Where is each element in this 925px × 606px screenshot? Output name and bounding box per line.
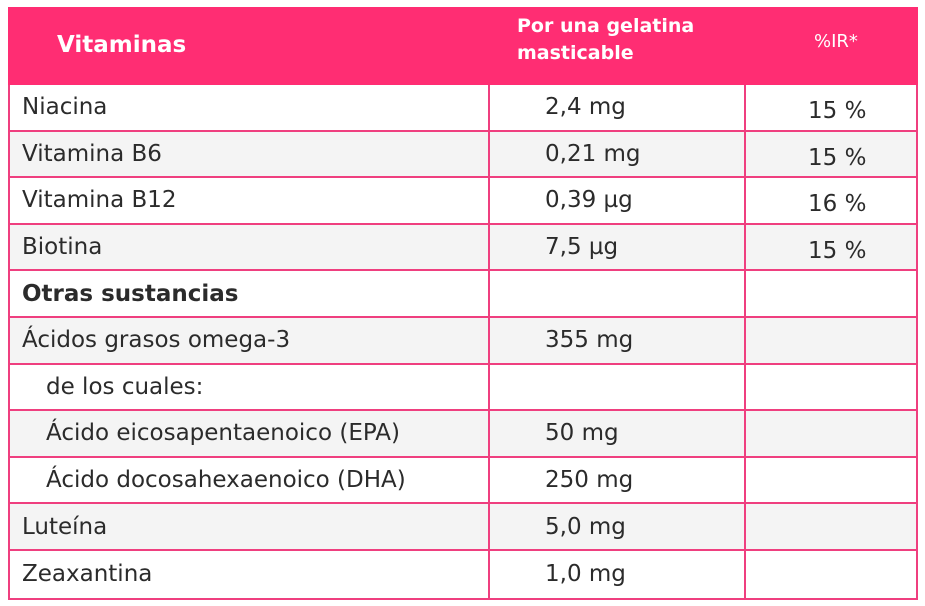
nutrient-name: Ácidos grasos omega-3 <box>22 327 291 354</box>
nutrient-ir <box>744 504 916 549</box>
nutrient-name: Niacina <box>22 94 108 121</box>
nutrient-amount: 7,5 µg <box>488 224 744 270</box>
table-row: Zeaxantina 1,0 mg <box>10 550 916 598</box>
table-row: Otras sustancias <box>10 271 916 318</box>
table-row: Ácido docosahexaenoico (DHA) 250 mg <box>10 457 916 505</box>
table-row: Biotina 7,5 µg 15 % <box>10 224 916 272</box>
nutrient-ir: 15 % <box>744 224 916 270</box>
table-row: Luteína 5,0 mg <box>10 504 916 551</box>
nutrient-ir: 16 % <box>744 178 916 223</box>
nutrient-name: Luteína <box>22 513 108 540</box>
nutrient-ir <box>744 317 916 363</box>
header-vitaminas: Vitaminas <box>57 32 187 58</box>
table-row: Vitamina B12 0,39 µg 16 % <box>10 178 916 225</box>
nutrient-name: de los cuales: <box>46 373 204 400</box>
nutrient-ir <box>744 411 916 456</box>
table-row: Ácido eicosapentaenoico (EPA) 50 mg <box>10 411 916 458</box>
nutrient-name: Ácido eicosapentaenoico (EPA) <box>46 420 400 447</box>
table-row: Ácidos grasos omega-3 355 mg <box>10 317 916 365</box>
nutrition-table: Vitaminas Por una gelatina masticable %IR… <box>8 7 918 600</box>
nutrient-ir: 15 % <box>744 85 916 130</box>
section-heading: Otras sustancias <box>22 280 239 307</box>
nutrient-ir <box>744 271 916 316</box>
nutrient-ir <box>744 364 916 410</box>
header-per-gummy: Por una gelatina masticable <box>517 15 695 64</box>
nutrient-amount: 0,39 µg <box>488 178 744 223</box>
nutrient-amount: 5,0 mg <box>488 504 744 549</box>
nutrient-amount: 250 mg <box>488 457 744 503</box>
nutrient-amount <box>488 364 744 410</box>
nutrient-amount: 50 mg <box>488 411 744 456</box>
nutrient-ir <box>744 550 916 598</box>
nutrient-amount: 355 mg <box>488 317 744 363</box>
nutrient-amount: 2,4 mg <box>488 85 744 130</box>
table-row: Niacina 2,4 mg 15 % <box>10 85 916 132</box>
nutrient-amount: 1,0 mg <box>488 550 744 598</box>
nutrient-amount: 0,21 mg <box>488 131 744 177</box>
header-ir: %IR* <box>814 31 858 52</box>
nutrient-name: Ácido docosahexaenoico (DHA) <box>46 467 406 494</box>
nutrient-amount <box>488 271 744 316</box>
table-body: Niacina 2,4 mg 15 % Vitamina B6 0,21 mg … <box>10 85 916 598</box>
nutrient-name: Biotina <box>22 234 103 261</box>
nutrient-name: Vitamina B12 <box>22 187 177 214</box>
nutrient-ir <box>744 457 916 503</box>
nutrient-name: Vitamina B6 <box>22 140 162 167</box>
table-row: de los cuales: <box>10 364 916 412</box>
table-row: Vitamina B6 0,21 mg 15 % <box>10 131 916 179</box>
table-header: Vitaminas Por una gelatina masticable %IR… <box>8 7 918 85</box>
nutrient-ir: 15 % <box>744 131 916 177</box>
nutrient-name: Zeaxantina <box>22 561 153 588</box>
